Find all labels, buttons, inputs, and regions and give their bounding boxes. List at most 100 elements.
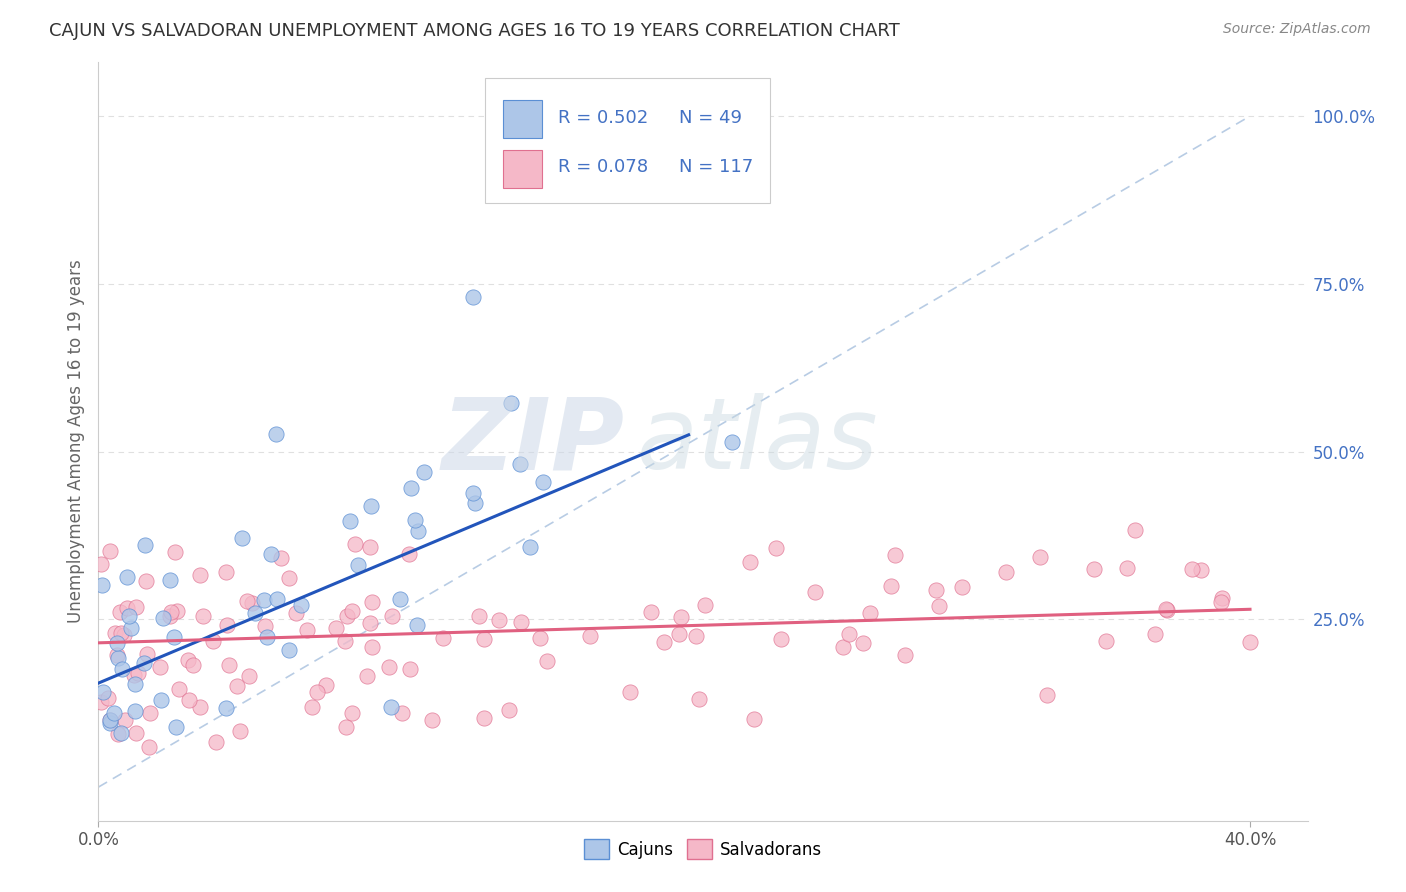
Point — [134, 538, 156, 552]
Point — [579, 629, 602, 643]
Point — [335, 720, 357, 734]
Point — [177, 693, 200, 707]
Point — [105, 648, 128, 662]
Point — [474, 711, 496, 725]
Point — [138, 739, 160, 754]
Point — [167, 681, 190, 696]
Point — [159, 573, 181, 587]
Point — [98, 713, 121, 727]
Point — [832, 640, 855, 655]
Point — [668, 627, 690, 641]
Point — [880, 579, 903, 593]
Point — [340, 706, 363, 721]
Point — [218, 657, 240, 672]
Point — [859, 606, 882, 620]
Point — [928, 599, 950, 613]
Point — [325, 621, 347, 635]
Point — [838, 627, 860, 641]
Point — [359, 541, 381, 555]
Point — [1211, 594, 1233, 608]
Point — [883, 548, 905, 562]
Text: R = 0.502: R = 0.502 — [558, 109, 648, 127]
Point — [432, 632, 454, 646]
Point — [398, 662, 420, 676]
Point — [117, 570, 139, 584]
Point — [231, 532, 253, 546]
Point — [342, 604, 364, 618]
Point — [531, 475, 554, 490]
Point — [388, 592, 411, 607]
Point — [215, 618, 238, 632]
Text: Source: ZipAtlas.com: Source: ZipAtlas.com — [1223, 22, 1371, 37]
Point — [461, 290, 484, 304]
Text: N = 117: N = 117 — [679, 158, 754, 176]
Point — [110, 726, 132, 740]
Point — [361, 595, 384, 609]
Point — [380, 699, 402, 714]
Point — [183, 658, 205, 673]
Point — [356, 669, 378, 683]
Point — [536, 654, 558, 668]
Point — [405, 617, 427, 632]
Point — [720, 434, 742, 449]
Point — [404, 513, 426, 527]
Text: R = 0.078: R = 0.078 — [558, 158, 648, 176]
Point — [107, 651, 129, 665]
Point — [98, 713, 121, 727]
Point — [336, 609, 359, 624]
Point — [215, 565, 238, 579]
Point — [270, 551, 292, 566]
Point — [97, 691, 120, 706]
Point — [688, 691, 710, 706]
Point — [103, 706, 125, 721]
Point — [852, 635, 875, 649]
Point — [264, 426, 287, 441]
Point — [159, 608, 181, 623]
Point — [135, 574, 157, 588]
Point — [91, 578, 114, 592]
Point — [120, 622, 142, 636]
Point — [1116, 561, 1139, 575]
Point — [110, 626, 132, 640]
Point — [110, 605, 132, 619]
Point — [124, 667, 146, 681]
Point — [139, 706, 162, 720]
Point — [893, 648, 915, 663]
FancyBboxPatch shape — [485, 78, 769, 202]
Point — [1036, 688, 1059, 702]
Point — [488, 614, 510, 628]
Point — [150, 693, 173, 707]
FancyBboxPatch shape — [503, 150, 543, 187]
Point — [671, 609, 693, 624]
Point — [346, 558, 368, 572]
Point — [290, 598, 312, 612]
Point — [468, 608, 491, 623]
Point — [738, 555, 761, 569]
Point — [399, 481, 422, 495]
Point — [360, 499, 382, 513]
Point — [378, 660, 401, 674]
Point — [201, 633, 224, 648]
Point — [381, 608, 404, 623]
Point — [112, 627, 135, 641]
Point — [205, 735, 228, 749]
Point — [226, 680, 249, 694]
Point — [498, 703, 520, 717]
Point — [260, 547, 283, 561]
Point — [509, 457, 531, 471]
Point — [90, 557, 112, 571]
Point — [277, 642, 299, 657]
Point — [333, 634, 356, 648]
Point — [1156, 602, 1178, 616]
Point — [510, 615, 533, 630]
Point — [278, 571, 301, 585]
Point — [1181, 562, 1204, 576]
FancyBboxPatch shape — [503, 100, 543, 138]
Point — [90, 695, 112, 709]
Point — [98, 544, 121, 558]
Point — [1211, 591, 1233, 605]
Point — [464, 496, 486, 510]
Point — [163, 544, 186, 558]
Point — [193, 608, 215, 623]
Point — [266, 592, 288, 607]
